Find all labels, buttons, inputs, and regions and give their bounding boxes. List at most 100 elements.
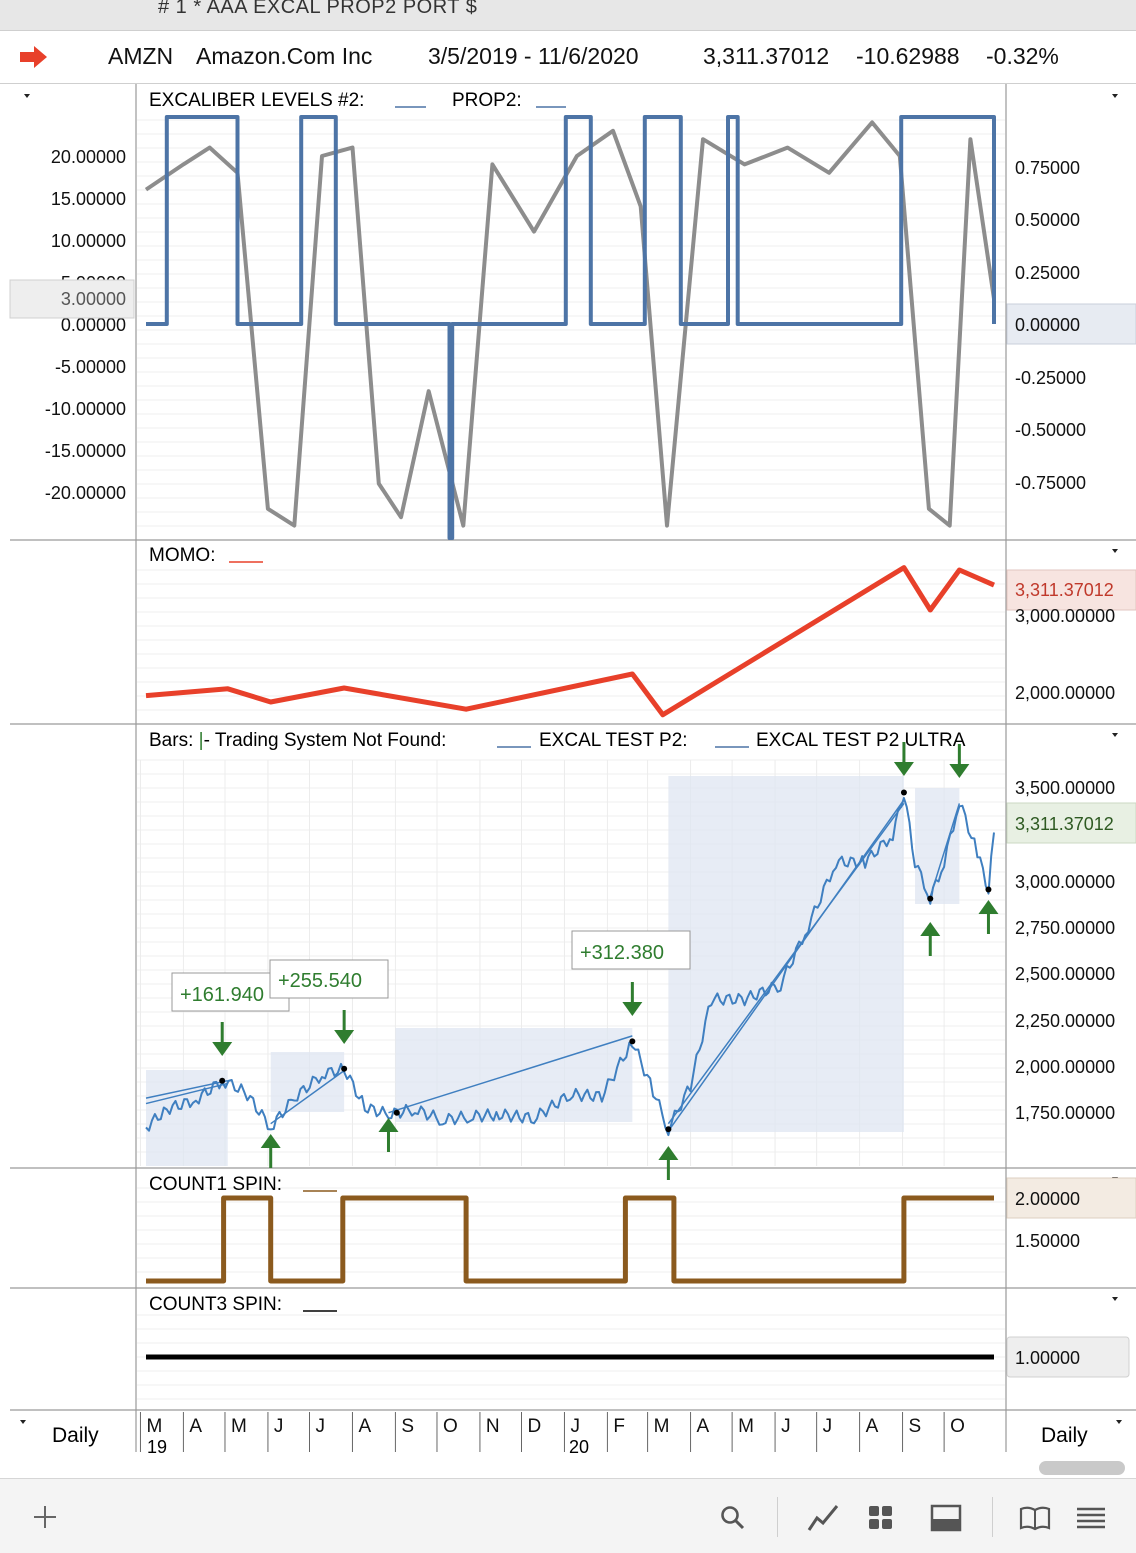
tick-label: -15.00000 (45, 441, 126, 461)
tick-label: 0.25000 (1015, 263, 1080, 283)
trend-line (270, 1070, 345, 1125)
trade-shade-region (915, 788, 960, 904)
callout-text: +161.940 (180, 984, 264, 1006)
month-label: J (274, 1416, 284, 1437)
month-label: M (738, 1416, 754, 1437)
trade-point (985, 886, 992, 893)
excal-test-p2-ultra-label: EXCAL TEST P2 ULTRA (756, 730, 966, 751)
tick-label: 20.00000 (51, 147, 126, 167)
plus-icon[interactable] (32, 1504, 58, 1530)
pane-menu-icons[interactable] (20, 94, 1122, 1424)
month-label: J (823, 1416, 833, 1437)
count1-current-value: 2.00000 (1015, 1189, 1080, 1209)
buy-arrow-icon (378, 1118, 399, 1132)
count3-pane[interactable]: COUNT3 SPIN: 1.00000 (146, 1294, 1130, 1378)
excal-pane[interactable]: EXCALIBER LEVELS #2: PROP2: 20.00000 15.… (9, 90, 1136, 540)
pane-menu-icon (24, 94, 30, 98)
tick-label: -0.50000 (1015, 420, 1086, 440)
count3-label: COUNT3 SPIN: (149, 1294, 282, 1315)
bars-pane[interactable]: Bars: |- Trading System Not Found: EXCAL… (145, 730, 1136, 1180)
count1-plot (146, 1195, 994, 1284)
line-chart-icon[interactable] (806, 1503, 840, 1533)
right-current-value-box (1006, 303, 1136, 345)
tick-label: -0.25000 (1015, 368, 1086, 388)
bars-label: Bars: |- Trading System Not Found: (149, 730, 446, 751)
symbol[interactable]: AMZN (108, 43, 174, 69)
sell-arrow-icon (949, 764, 970, 778)
list-icon[interactable] (1075, 1506, 1107, 1530)
momo-pane[interactable]: MOMO: 3,311.37012 3,000.00000 2,000.0000… (145, 545, 1136, 718)
sell-arrow-icon (622, 1002, 643, 1016)
horizontal-scrollbar[interactable] (1039, 1461, 1125, 1475)
month-label: F (613, 1416, 625, 1437)
last-price: 3,311.37012 (703, 43, 830, 69)
trade-point (665, 1126, 672, 1133)
window-titlebar: # 1 * AAA EXCAL PROP2 PORT $ (0, 0, 1136, 31)
count1-pane[interactable]: COUNT1 SPIN: 2.00000 1.50000 (146, 1174, 1136, 1284)
excal-test-p2-label: EXCAL TEST P2: (539, 730, 688, 751)
tick-label: -10.00000 (45, 399, 126, 419)
month-label: M (146, 1416, 162, 1437)
tick-label: 3,500.00000 (1015, 778, 1115, 798)
trend-line (145, 1082, 228, 1105)
trade-point (927, 895, 934, 902)
tick-label: 10.00000 (51, 231, 126, 251)
trend-line (388, 1035, 633, 1114)
price-change: -10.62988 (856, 43, 960, 69)
trade-point (629, 1038, 636, 1045)
book-icon[interactable] (1018, 1505, 1052, 1531)
gridlines (137, 119, 1005, 1400)
tick-label: 0.50000 (1015, 210, 1080, 230)
left-current-value: 3.00000 (61, 289, 126, 309)
month-label: A (866, 1416, 879, 1437)
red-arrow-icon[interactable] (18, 44, 50, 70)
tick-label: 2,250.00000 (1015, 1011, 1115, 1031)
time-axis[interactable]: Daily Daily M A M J J A S O N D J F M A M J J A S O 19 20 (52, 1412, 1088, 1457)
tick-label: 0.75000 (1015, 158, 1080, 178)
prop2-label: PROP2: (452, 90, 522, 111)
excal-left-axis: 20.00000 15.00000 10.00000 5.00000 0.000… (45, 147, 126, 503)
month-label: A (697, 1416, 710, 1437)
trend-line (929, 803, 961, 898)
callout-box (269, 959, 389, 999)
tick-label: 15.00000 (51, 189, 126, 209)
month-label: S (909, 1416, 922, 1437)
left-interval-label[interactable]: Daily (52, 1424, 99, 1447)
tick-label: 1.50000 (1015, 1231, 1080, 1251)
callout-text: +255.540 (278, 970, 362, 992)
price-bars-line (145, 797, 995, 1137)
momo-line (145, 565, 995, 718)
trade-shade-region (146, 1070, 228, 1166)
buy-arrow-icon (260, 1134, 281, 1148)
trade-point (900, 789, 907, 796)
right-interval-label[interactable]: Daily (1041, 1424, 1088, 1447)
month-label: O (950, 1416, 965, 1437)
excal-right-axis: 0.75000 0.50000 0.25000 -0.25000 -0.5000… (1015, 158, 1086, 493)
count3-current-value-box (1006, 1336, 1130, 1378)
month-label: O (443, 1416, 458, 1437)
bars-current-value: 3,311.37012 (1015, 814, 1114, 834)
buy-arrow-icon (978, 900, 999, 914)
panel-icon[interactable] (930, 1504, 962, 1532)
tick-label: -0.75000 (1015, 473, 1086, 493)
excal-label: EXCALIBER LEVELS #2: (149, 90, 364, 111)
month-label: D (528, 1416, 542, 1437)
sell-arrow-icon (893, 762, 914, 776)
pane-menu-icon (1112, 1297, 1118, 1301)
tick-label: 1,750.00000 (1015, 1103, 1115, 1123)
pane-menu-icon (1112, 94, 1118, 98)
count1-label: COUNT1 SPIN: (149, 1174, 282, 1195)
month-label: N (486, 1416, 500, 1437)
grid-icon[interactable] (868, 1505, 894, 1531)
pane-frame (10, 84, 1136, 1452)
tick-label: -5.00000 (55, 357, 126, 377)
date-range[interactable]: 3/5/2019 - 11/6/2020 (428, 43, 639, 69)
chart-area[interactable]: EXCALIBER LEVELS #2: PROP2: 20.00000 15.… (0, 84, 1136, 1459)
excal-plot (144, 115, 996, 540)
search-icon[interactable] (720, 1505, 746, 1531)
tick-label: 3,000.00000 (1015, 606, 1115, 626)
callout-text: +312.380 (580, 942, 664, 964)
count1-line (146, 1195, 994, 1284)
tick-label: 3,000.00000 (1015, 872, 1115, 892)
